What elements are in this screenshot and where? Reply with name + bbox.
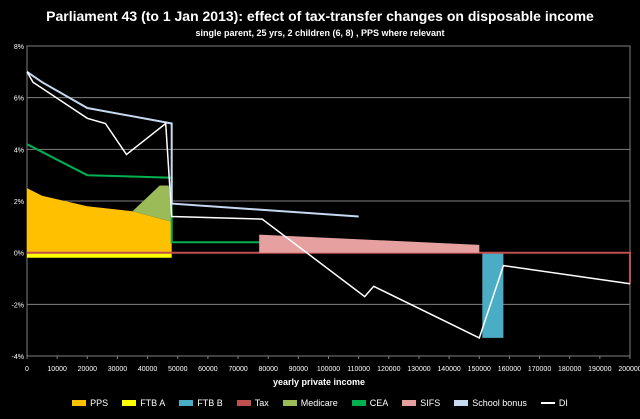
series-di-line xyxy=(26,71,631,339)
y-axis-tick-labels: -4% -2% 0% 2% 4% 6% 8% xyxy=(12,44,24,361)
x-tick-label: 180000 xyxy=(558,366,581,373)
x-tick-label: 140000 xyxy=(437,366,460,373)
x-tick-label: 120000 xyxy=(377,366,400,373)
y-tick-label: -4% xyxy=(12,354,24,361)
x-tick-label: 160000 xyxy=(498,366,521,373)
x-tick-label: 200000 xyxy=(618,366,640,373)
x-tick-label: 70000 xyxy=(228,366,248,373)
legend-item-tax: Tax xyxy=(236,398,269,408)
legend-item-di: DI xyxy=(540,398,568,408)
x-tick-label: 170000 xyxy=(528,366,551,373)
legend-label: CEA xyxy=(369,398,389,408)
legend-label: PPS xyxy=(90,398,109,408)
legend-label: School bonus xyxy=(472,398,527,408)
legend-label: Tax xyxy=(254,398,269,408)
series-sifs-area xyxy=(259,234,480,253)
y-tick-label: -2% xyxy=(12,302,24,309)
legend-swatch xyxy=(282,400,297,406)
legend-item-ftb-b: FTB B xyxy=(179,398,223,408)
series-pps-area xyxy=(27,188,172,253)
chart-subtitle: single parent, 25 yrs, 2 children (6, 8)… xyxy=(195,28,445,38)
legend-label: Medicare xyxy=(300,398,338,408)
series-tax-edge xyxy=(27,251,631,284)
y-tick-label: 6% xyxy=(14,96,24,103)
legend-item-pps: PPS xyxy=(72,398,108,408)
x-tick-label: 20000 xyxy=(78,366,98,373)
legend-swatch xyxy=(402,400,417,406)
series-medicare-area xyxy=(132,185,172,222)
series-school-bonus-edge xyxy=(26,70,359,218)
legend-swatch xyxy=(179,400,194,406)
legend-item-school-bonus: School bonus xyxy=(454,398,527,408)
legend-label: DI xyxy=(558,398,568,408)
legend-label: SIFS xyxy=(420,398,441,408)
x-tick-label: 150000 xyxy=(468,366,491,373)
x-tick-label: 10000 xyxy=(47,366,67,373)
legend-swatch xyxy=(236,400,251,406)
x-tick-label: 0 xyxy=(25,366,29,373)
legend-item-cea: CEA xyxy=(351,398,389,408)
x-tick-label: 30000 xyxy=(108,366,128,373)
line-series xyxy=(26,71,631,339)
legend-swatch xyxy=(122,400,137,406)
legend-label: FTB B xyxy=(197,398,223,408)
y-tick-label: 8% xyxy=(14,44,24,51)
x-tick-label: 190000 xyxy=(588,366,611,373)
x-tick-label: 80000 xyxy=(258,366,278,373)
x-tick-label: 40000 xyxy=(138,366,158,373)
chart-title: Parliament 43 (to 1 Jan 2013): effect of… xyxy=(46,8,594,24)
y-tick-label: 2% xyxy=(14,199,24,206)
x-axis-label: yearly private income xyxy=(273,377,365,387)
x-axis-tick-labels: 0 10000 20000 30000 40000 50000 60000 70000 8000… xyxy=(25,356,640,373)
x-tick-label: 100000 xyxy=(317,366,340,373)
legend-label: FTB A xyxy=(140,398,166,408)
legend-swatch xyxy=(454,400,469,406)
legend-item-ftb-a: FTB A xyxy=(122,398,165,408)
y-tick-label: 0% xyxy=(14,251,24,258)
x-tick-label: 130000 xyxy=(407,366,430,373)
x-tick-label: 50000 xyxy=(168,366,188,373)
legend-item-sifs: SIFS xyxy=(402,398,440,408)
legend-swatch xyxy=(540,402,555,404)
y-tick-label: 4% xyxy=(14,147,24,154)
legend: PPS FTB A FTB B Tax Medicare CEA SIFS School bo… xyxy=(0,398,640,408)
x-tick-label: 90000 xyxy=(289,366,309,373)
series-ftb-a-area xyxy=(27,252,172,258)
legend-swatch xyxy=(72,400,87,406)
legend-item-medicare: Medicare xyxy=(282,398,338,408)
x-tick-label: 60000 xyxy=(198,366,218,373)
x-tick-label: 110000 xyxy=(347,366,370,373)
legend-swatch xyxy=(351,400,366,406)
